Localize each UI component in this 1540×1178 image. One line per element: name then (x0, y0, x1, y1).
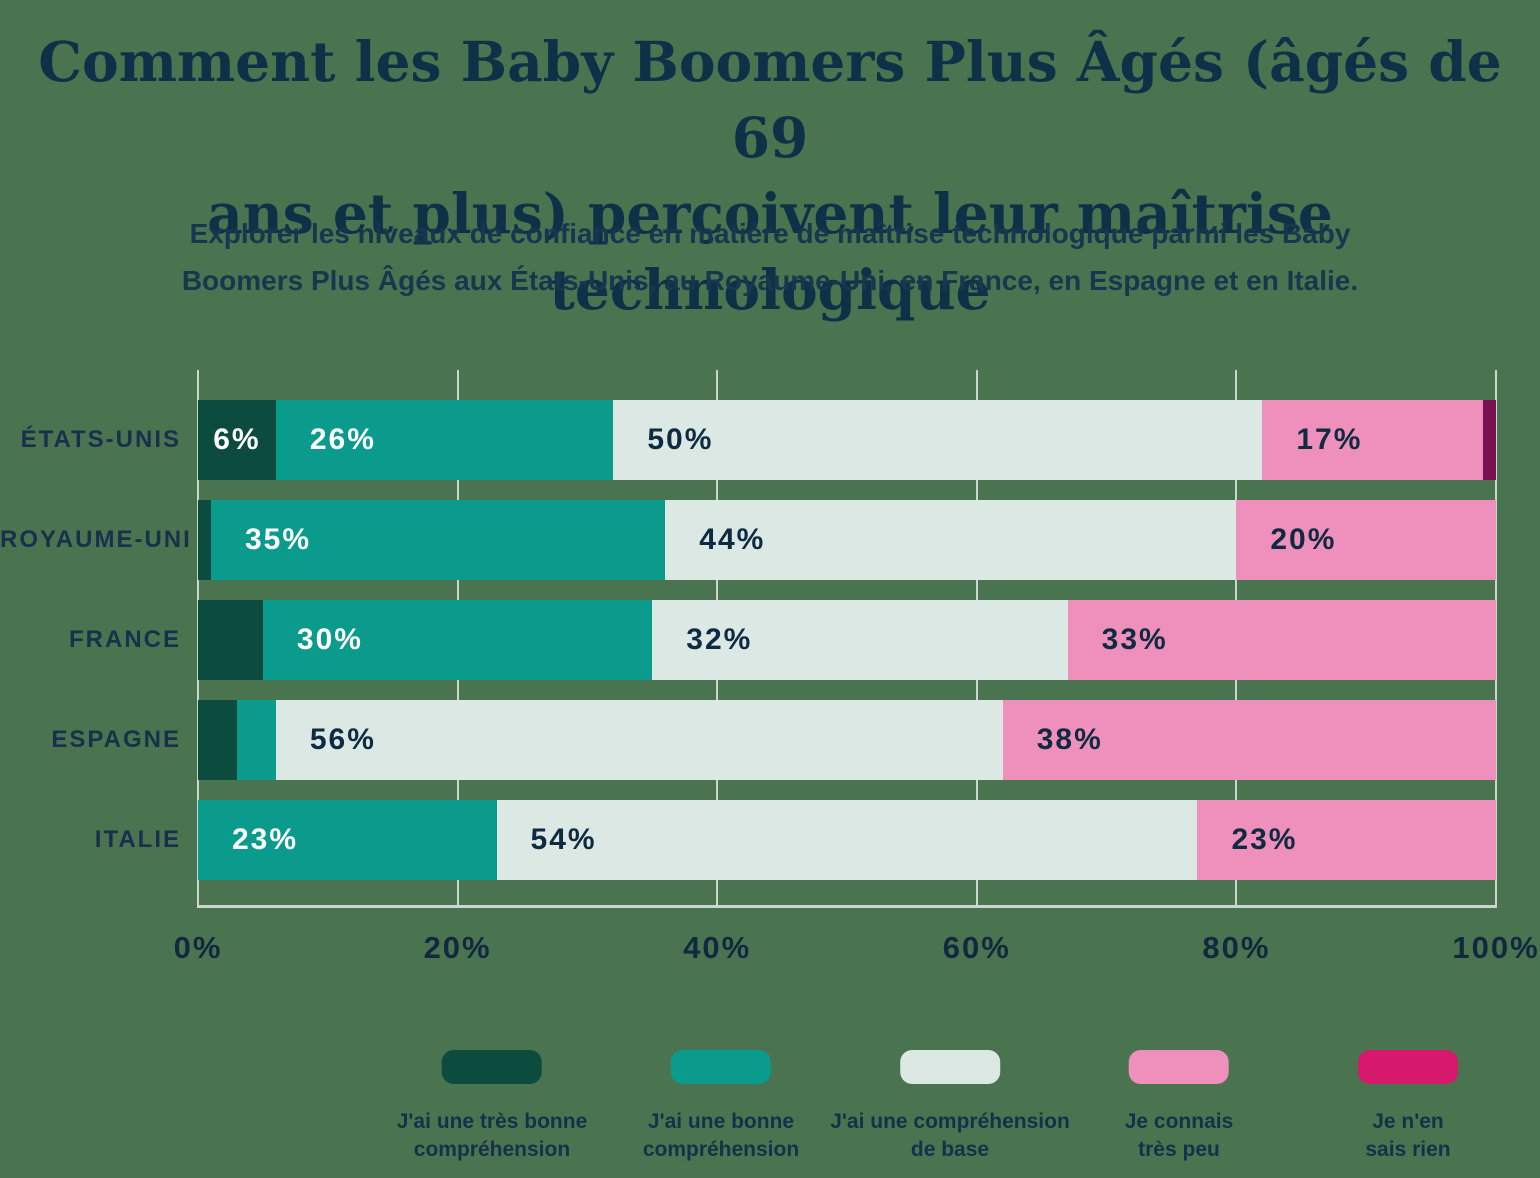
category-label: ROYAUME-UNI (0, 526, 192, 553)
chart-subtitle-line-2: Boomers Plus Âgés aux États-Unis, au Roy… (181, 265, 1359, 296)
plot-area: 6% 26% 50% 17% 35% 44% 20% 30% 32% 33% 56% 38% 23% 54… (197, 370, 1497, 908)
legend-label: J'ai une bonne compréhension (643, 1108, 799, 1164)
bar-row: 6% 26% 50% 17% (198, 400, 1496, 480)
legend-label: J'ai une compréhension de base (830, 1108, 1070, 1164)
bar-segment: 6% (198, 400, 276, 480)
legend-label: J'ai une très bonne compréhension (397, 1108, 588, 1164)
x-tick-label: 100% (1452, 930, 1540, 965)
legend-swatch (441, 1050, 542, 1084)
bar-segment: 32% (652, 600, 1068, 680)
bar-row: 56% 38% (198, 700, 1496, 780)
category-label: ESPAGNE (51, 726, 181, 753)
legend-label-line: sais rien (1365, 1138, 1451, 1161)
bar-row: 30% 32% 33% (198, 600, 1496, 680)
x-axis-line (198, 905, 1497, 908)
bar-segment-label: 23% (1231, 823, 1298, 856)
bar-segment (198, 500, 211, 580)
grid-line (1495, 370, 1497, 908)
bar-segment: 35% (210, 500, 666, 580)
bar-segment (1483, 400, 1496, 480)
legend-label: Je connais très peu (1125, 1108, 1234, 1164)
legend-swatch (1129, 1050, 1229, 1084)
bar-segment-label: 30% (296, 623, 363, 656)
bar-segment (236, 700, 276, 780)
legend-swatch (900, 1050, 1000, 1084)
chart-subtitle-line-1: Explorer les niveaux de confiance en mat… (189, 218, 1351, 249)
bar-segment-label: 56% (309, 723, 376, 756)
bar-segment: 20% (1236, 500, 1496, 580)
bar-segment: 30% (262, 600, 653, 680)
x-tick-label: 20% (423, 930, 492, 965)
bar-row: 35% 44% 20% (198, 500, 1496, 580)
bar-row: 23% 54% 23% (198, 800, 1496, 880)
legend-swatch (671, 1050, 771, 1084)
bar-segment: 23% (1197, 800, 1496, 880)
bar-segment (198, 600, 263, 680)
legend-label-line: très peu (1138, 1138, 1220, 1161)
legend-label-line: Je connais (1124, 1110, 1234, 1133)
chart-subtitle: Explorer les niveaux de confiance en mat… (0, 210, 1540, 304)
bar-segment: 44% (665, 500, 1237, 580)
bar-segment: 17% (1262, 400, 1483, 480)
x-tick-label: 40% (683, 930, 752, 965)
legend-label-line: J'ai une compréhension (830, 1110, 1070, 1133)
legend-item: Je connais très peu (1125, 1050, 1234, 1164)
bar-segment: 23% (198, 800, 497, 880)
bar-segment-label: 20% (1270, 523, 1337, 556)
bar-segment-label: 54% (530, 823, 597, 856)
legend-label-line: compréhension (413, 1138, 571, 1161)
bar-segment-label: 44% (699, 523, 766, 556)
bar-segment-label: 17% (1296, 423, 1363, 456)
legend-label-line: compréhension (642, 1138, 800, 1161)
category-label: FRANCE (69, 626, 181, 653)
legend-item: J'ai une très bonne compréhension (397, 1050, 588, 1164)
chart-title: Comment les Baby Boomers Plus Âgés (âgés… (0, 24, 1540, 328)
x-tick-label: 80% (1202, 930, 1271, 965)
bar-segment-label: 33% (1101, 623, 1168, 656)
bar-segment-label: 26% (309, 423, 376, 456)
bar-segment: 54% (496, 800, 1198, 880)
chart-title-line-1: Comment les Baby Boomers Plus Âgés (âgés… (38, 29, 1502, 170)
bar-segment-label: 35% (244, 523, 312, 556)
legend: J'ai une très bonne compréhension J'ai une… (0, 1050, 1540, 1170)
bar-segment-label: 50% (647, 423, 714, 456)
bar-segment-label: 32% (686, 623, 753, 656)
bar-segment-label: 23% (232, 823, 299, 856)
bar-segment: 56% (275, 700, 1003, 780)
legend-item: Je n'en sais rien (1358, 1050, 1458, 1164)
legend-label-line: J'ai une bonne (647, 1110, 795, 1133)
legend-swatch (1358, 1050, 1458, 1084)
legend-label-line: J'ai une très bonne (396, 1110, 588, 1133)
category-label: ÉTATS-UNIS (20, 426, 181, 453)
legend-label-line: Je n'en (1372, 1110, 1444, 1133)
x-tick-label: 0% (173, 930, 223, 965)
bar-segment: 26% (275, 400, 614, 480)
bar-segment (198, 700, 237, 780)
chart-title-line-2: ans et plus) perçoivent leur maîtrise te… (207, 181, 1333, 322)
bar-segment: 33% (1067, 600, 1496, 680)
x-tick-label: 60% (942, 930, 1011, 965)
category-label: ITALIE (94, 826, 181, 853)
legend-item: J'ai une bonne compréhension (643, 1050, 799, 1164)
legend-item: J'ai une compréhension de base (830, 1050, 1070, 1164)
bar-segment: 38% (1002, 700, 1496, 780)
bar-segment-label: 6% (213, 423, 261, 456)
bar-segment-label: 38% (1036, 723, 1103, 756)
bar-segment: 50% (613, 400, 1263, 480)
legend-label-line: de base (910, 1138, 990, 1161)
x-axis-tick-labels: 0% 20% 40% 60% 80% 100% (174, 930, 1538, 970)
legend-label: Je n'en sais rien (1358, 1108, 1458, 1164)
